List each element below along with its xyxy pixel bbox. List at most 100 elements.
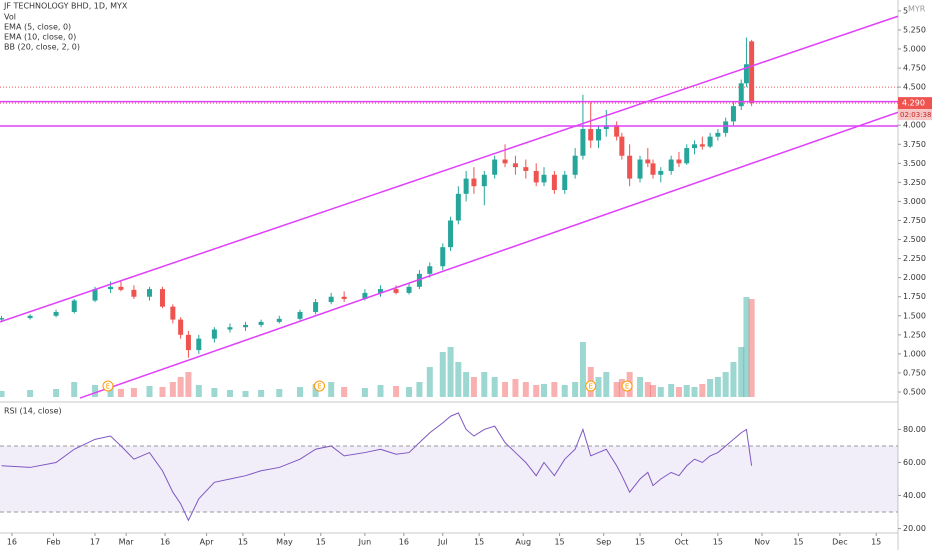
y-tick-label: 4.750: [903, 64, 926, 73]
volume-bar: [730, 362, 737, 397]
volume-bar: [146, 386, 153, 397]
candle-body: [637, 159, 643, 179]
candle-body: [580, 129, 586, 156]
volume-bar: [91, 385, 98, 397]
volume-bar: [242, 391, 249, 397]
event-marker: [585, 380, 597, 392]
candle-body: [463, 178, 469, 194]
volume-bar: [159, 387, 166, 397]
volume-bar: [455, 362, 462, 397]
volume-bar: [53, 389, 60, 397]
x-tick-label: 15: [871, 538, 881, 547]
candle-body: [297, 311, 303, 319]
event-marker: [621, 380, 633, 392]
volume-bar: [657, 387, 664, 397]
candle-body: [362, 292, 368, 300]
candle-body: [730, 106, 736, 122]
volume-bar: [748, 299, 755, 397]
candle-body: [276, 318, 282, 322]
candle-body: [707, 136, 713, 147]
rsi-line: [1, 412, 753, 522]
volume-bar: [561, 385, 568, 397]
volume-bar: [691, 387, 698, 397]
volume-bar: [341, 387, 348, 397]
volume-bar: [707, 379, 714, 397]
candle-body: [645, 159, 651, 164]
x-tick-label: 16: [160, 538, 170, 547]
candle-body: [440, 247, 446, 267]
rsi-band: [0, 445, 898, 513]
candle-body: [562, 174, 568, 191]
candle-body: [684, 148, 690, 164]
candle-body: [715, 132, 721, 137]
volume-bar: [675, 387, 682, 397]
candle-body: [699, 144, 705, 147]
candle-body: [676, 159, 682, 164]
x-tick-label: May: [276, 538, 293, 547]
volume-bar: [470, 377, 477, 397]
y-tick-label: 3.500: [903, 159, 926, 168]
volume-bar: [185, 372, 192, 397]
candle-body: [427, 266, 433, 274]
candle-body: [170, 306, 176, 320]
currency-label: MYR: [908, 5, 926, 14]
volume-bar: [117, 389, 124, 397]
volume-bar: [714, 377, 721, 397]
y-tick-label: 5.000: [903, 45, 926, 54]
volume-bar: [426, 367, 433, 397]
volume-bar: [699, 384, 706, 397]
volume-bar: [297, 387, 304, 397]
volume-bar: [107, 387, 114, 397]
x-tick-label: Feb: [46, 538, 60, 547]
volume-bar: [361, 388, 368, 397]
trend-line: [0, 15, 899, 323]
volume-bar: [195, 385, 202, 397]
candle-body: [614, 125, 620, 137]
volume-bar: [491, 377, 498, 397]
candle-body: [619, 136, 625, 156]
volume-bar: [258, 390, 265, 397]
candle-body: [723, 121, 729, 133]
x-tick-label: Apr: [200, 538, 215, 547]
volume-bar: [312, 384, 319, 397]
volume-bar: [644, 382, 651, 397]
x-tick-label: 16: [399, 538, 409, 547]
y-tick-label: 0.750: [903, 368, 926, 377]
volume-bar: [377, 385, 384, 397]
candle-body: [595, 129, 601, 141]
y-tick-label: 40.00: [903, 491, 926, 500]
volume-bar: [595, 377, 602, 397]
volume-bar: [572, 382, 579, 397]
trend-line: [79, 111, 899, 399]
candle-body: [533, 170, 539, 183]
volume-bar: [649, 385, 656, 397]
candle-body: [551, 174, 557, 191]
candle-body: [572, 155, 578, 175]
x-tick-label: 15: [554, 538, 564, 547]
volume-bar: [71, 382, 78, 397]
volume-bar: [522, 382, 529, 397]
candle-body: [227, 327, 233, 330]
x-tick-label: 15: [474, 538, 484, 547]
candle-body: [393, 289, 399, 293]
candle-body: [377, 289, 383, 293]
volume-bar: [447, 347, 454, 397]
event-marker: [102, 380, 114, 392]
candle-body: [258, 321, 264, 325]
volume-bar: [738, 347, 745, 397]
candle-body: [455, 193, 461, 221]
volume-bar: [637, 377, 644, 397]
candle-body: [185, 334, 191, 351]
volume-bar: [540, 384, 547, 397]
candle-body: [27, 315, 33, 319]
x-tick-label: Dec: [832, 538, 847, 547]
x-tick-label: 17: [90, 538, 100, 547]
y-tick-label: 5: [903, 6, 908, 15]
rsi-title: RSI (14, close): [4, 407, 62, 416]
volume-bar: [618, 379, 625, 397]
volume-bar: [0, 391, 5, 397]
candle-body: [108, 286, 114, 290]
candle-body: [603, 125, 609, 130]
x-tick-label: Sep: [596, 538, 611, 547]
